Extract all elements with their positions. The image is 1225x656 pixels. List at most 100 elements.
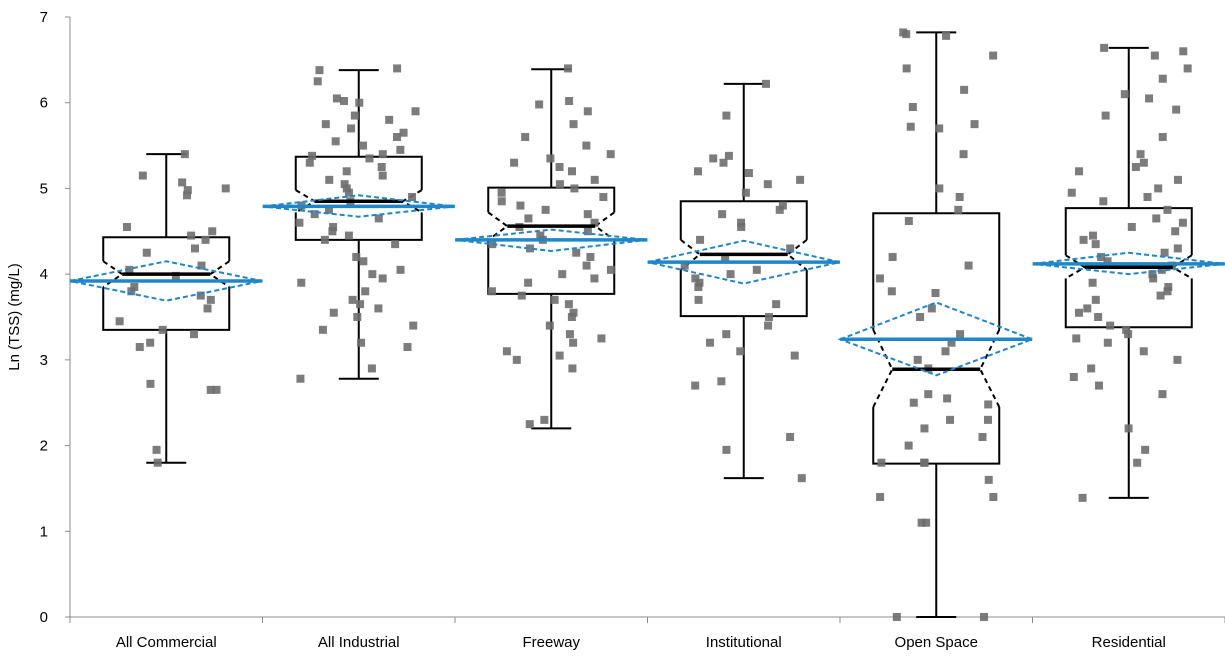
data-point [356, 300, 365, 309]
data-point [1163, 205, 1172, 214]
data-point [752, 265, 761, 274]
data-point [1154, 184, 1163, 193]
data-point [1173, 244, 1182, 253]
box-group [1032, 43, 1225, 502]
data-point [906, 122, 915, 131]
data-point [1106, 321, 1115, 330]
data-point [318, 325, 327, 334]
data-point [146, 379, 155, 388]
data-point [374, 214, 383, 223]
data-point [130, 283, 139, 291]
box-upper [102, 236, 231, 262]
data-point [1133, 458, 1142, 467]
data-point [328, 227, 337, 236]
data-point [583, 227, 592, 236]
data-point [399, 128, 408, 137]
data-point [329, 308, 338, 317]
data-point [590, 274, 599, 283]
data-point [590, 175, 599, 184]
data-point [342, 167, 351, 176]
data-point [545, 321, 554, 330]
data-point [941, 347, 950, 356]
notch-right [786, 239, 808, 271]
data-point [127, 287, 136, 296]
box-group [70, 150, 263, 467]
data-point [790, 351, 799, 360]
data-point [391, 240, 400, 249]
data-point [736, 347, 745, 356]
data-point [178, 178, 187, 187]
data-point [569, 338, 578, 347]
data-point [1074, 308, 1083, 317]
data-point [955, 193, 964, 201]
data-point [764, 313, 773, 321]
data-point [946, 415, 955, 424]
data-point [922, 518, 931, 527]
data-point [146, 338, 155, 347]
x-tick-label: Open Space [895, 634, 978, 651]
data-point [1150, 51, 1159, 60]
data-point [487, 287, 496, 296]
data-point [902, 64, 911, 73]
data-point [722, 445, 731, 454]
data-point [717, 377, 726, 386]
data-point [153, 458, 162, 467]
data-point [1099, 197, 1108, 206]
data-point [359, 257, 368, 266]
data-point [786, 244, 795, 253]
data-point [583, 107, 592, 116]
data-point [353, 313, 362, 321]
data-point [1136, 150, 1145, 159]
data-point [694, 283, 703, 291]
data-point [1139, 158, 1148, 167]
data-point [567, 313, 576, 321]
y-tick-label: 3 [40, 352, 48, 369]
data-point [978, 433, 987, 441]
data-point [954, 205, 963, 214]
box-upper [487, 186, 616, 213]
data-point [763, 180, 772, 189]
data-point [524, 214, 533, 223]
data-point [377, 163, 386, 171]
data-point [1148, 270, 1157, 279]
data-point [718, 210, 727, 219]
data-point [693, 167, 702, 176]
data-point [1072, 334, 1081, 343]
data-point [744, 169, 753, 177]
data-point [989, 51, 998, 60]
data-point [190, 330, 199, 339]
data-point [550, 295, 559, 304]
data-point [340, 180, 349, 189]
data-point [917, 518, 926, 527]
data-point [517, 291, 526, 300]
data-point [555, 163, 564, 171]
data-point [737, 218, 746, 227]
data-point [590, 218, 599, 227]
data-point [408, 193, 417, 201]
data-point [1139, 347, 1148, 356]
data-point [1095, 381, 1104, 390]
data-point [295, 218, 304, 227]
data-point [680, 261, 689, 270]
data-point [1088, 278, 1097, 287]
data-point [956, 330, 965, 339]
data-point [497, 188, 506, 197]
data-point [705, 338, 714, 347]
data-point [1156, 291, 1165, 300]
data-point [695, 278, 704, 287]
data-point [344, 231, 353, 240]
data-point [1131, 163, 1140, 171]
data-point [1124, 330, 1133, 339]
data-point [331, 137, 340, 146]
data-point [183, 191, 192, 200]
data-point [1158, 133, 1167, 141]
data-point [691, 381, 700, 390]
data-point [572, 248, 581, 257]
data-point [152, 445, 161, 454]
data-point [1079, 235, 1088, 244]
data-point [378, 171, 387, 180]
data-point [564, 300, 573, 309]
data-point [565, 330, 574, 339]
data-point [1091, 240, 1100, 249]
data-point [1183, 64, 1192, 73]
